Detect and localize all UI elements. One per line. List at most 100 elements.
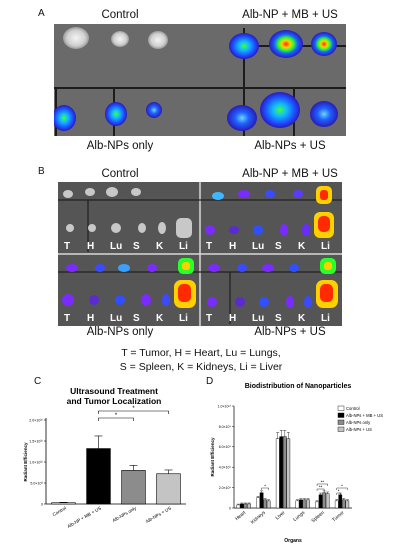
chart-d-bar xyxy=(263,499,267,509)
organ-letter: K xyxy=(156,241,164,252)
chart-d-title: Biodistribution of Nanoparticles xyxy=(245,383,352,390)
organ-letter: K xyxy=(156,313,164,324)
chart-d-bar xyxy=(282,436,287,509)
chart-c-y-tick-label: 5.0×10⁹ xyxy=(30,482,43,486)
organ-letter: S xyxy=(275,241,282,252)
chart-c-y-label: Radiant Efficiency xyxy=(23,442,28,482)
chart-d: Biodistribution of Nanoparticles 0 2.0×10⁹… xyxy=(210,383,383,544)
chart-c-title-line-1: Ultrasound Treatment xyxy=(70,386,158,396)
panel-b-letter: B xyxy=(38,166,45,177)
chart-d-bar xyxy=(259,492,264,509)
panel-b-key-line-2: S = Spleen, K = Kidneys, Li = Liver xyxy=(119,361,283,373)
chart-d-y-tick-label: 6.0×10⁹ xyxy=(219,445,232,449)
chart-d-bar xyxy=(299,499,303,509)
chart-d-bar xyxy=(318,494,323,509)
chart-d-bar xyxy=(236,504,241,509)
chart-d-x-label: Organs xyxy=(284,538,302,544)
chart-d-significance-bracket xyxy=(316,488,325,491)
chart-d-significance-bracket xyxy=(336,487,348,490)
panel-b-organ-image: T H Lu S K Li T H Lu S K Li T H Lu S K Li T H Lu S K Li xyxy=(58,182,342,326)
chart-c-x-tick-label: Alb-NPs only xyxy=(111,505,137,523)
chart-d-bar xyxy=(345,500,350,509)
chart-d-significance-bracket xyxy=(261,487,269,490)
panel-d-letter: D xyxy=(206,376,214,387)
chart-d-bar xyxy=(256,497,260,509)
panel-a-label-alb-nps-us: Alb-NPs + US xyxy=(254,140,326,152)
panel-b-label-alb-np-mb-us: Alb-NP + MB + US xyxy=(242,168,338,180)
chart-d-x-tick-label: Kidneys xyxy=(250,510,267,526)
chart-c-y-tick-label: 0 xyxy=(41,503,43,507)
chart-d-bar xyxy=(322,492,326,509)
chart-d-legend-swatch xyxy=(337,405,345,411)
chart-c-bar xyxy=(51,502,76,505)
chart-d-significance-bracket xyxy=(336,492,341,495)
panel-b-label-alb-nps-us: Alb-NPs + US xyxy=(254,326,326,338)
chart-c-significance-label: * xyxy=(115,413,118,419)
chart-d-significance-label: * xyxy=(264,483,266,488)
chart-c-y-tick-label: 1.5×10¹⁰ xyxy=(29,440,43,444)
chart-d-bar xyxy=(279,436,284,509)
chart-d-legend-swatch xyxy=(337,412,345,418)
organ-letter: T xyxy=(64,241,70,252)
chart-d-x-tick-label: Heart xyxy=(234,510,247,523)
chart-d-legend-label: Control xyxy=(346,406,360,411)
organ-letter: K xyxy=(298,241,306,252)
chart-c-bar xyxy=(156,473,181,505)
chart-d-legend-swatch xyxy=(337,426,345,432)
organ-letter: Lu xyxy=(252,241,264,252)
chart-c-significance-label: * xyxy=(132,406,135,412)
chart-d-legend-label: Alb-NPs + MB + US xyxy=(346,413,383,418)
chart-d-y-tick-label: 1.0×10¹⁰ xyxy=(218,404,232,408)
chart-c-x-tick-label: Control xyxy=(52,506,67,518)
chart-d-significance-label: ** xyxy=(321,479,325,484)
organ-letter: H xyxy=(229,313,236,324)
organ-letter: S xyxy=(133,313,140,324)
chart-d-bar xyxy=(302,499,307,509)
chart-d-bar xyxy=(275,438,280,509)
chart-d-x-tick-label: Tumor xyxy=(331,510,346,524)
chart-c-significance-bracket xyxy=(98,417,134,421)
panel-b-key-line-1: T = Tumor, H = Heart, Lu = Lungs, xyxy=(121,347,281,359)
organ-letter: Lu xyxy=(110,313,122,324)
chart-d-legend-label: Alb-NPs only xyxy=(346,420,371,425)
organ-letter: T xyxy=(206,313,212,324)
organ-letter: T xyxy=(64,313,70,324)
organ-letter: K xyxy=(298,313,306,324)
organ-letter: T xyxy=(206,241,212,252)
organ-letter: Lu xyxy=(110,241,122,252)
chart-c-title-line-2: and Tumor Localization xyxy=(67,396,162,406)
chart-d-bar xyxy=(341,499,346,509)
chart-d-significance-label: * xyxy=(341,483,343,488)
chart-d-y-tick-label: 2.0×10⁹ xyxy=(219,486,232,490)
chart-c-bar xyxy=(121,470,146,505)
chart-d-bar xyxy=(266,500,271,509)
chart-d-significance-bracket xyxy=(316,483,328,486)
chart-d-bar xyxy=(338,494,343,509)
chart-d-x-tick-label: Liver xyxy=(275,510,287,522)
chart-d-y-tick-label: 8.0×10⁹ xyxy=(219,425,232,429)
chart-d-legend-label: Alb-NPs + US xyxy=(346,427,372,432)
panel-b-label-alb-nps-only: Alb-NPs only xyxy=(86,326,154,338)
organ-letter: S xyxy=(275,313,282,324)
organ-letter: H xyxy=(87,241,94,252)
panel-c-letter: C xyxy=(34,376,42,387)
panel-a-label-control: Control xyxy=(101,9,139,21)
chart-c-significance-bracket xyxy=(98,410,169,414)
organ-letter: Li xyxy=(321,313,330,324)
organ-letter: Li xyxy=(179,313,188,324)
chart-d-bar xyxy=(286,438,291,509)
organ-letter: S xyxy=(133,241,140,252)
chart-d-bar xyxy=(295,500,300,509)
panel-a-fluorescence-image xyxy=(54,24,346,136)
chart-d-legend-swatch xyxy=(337,419,345,425)
panel-b-label-control: Control xyxy=(101,168,139,180)
panel-a-letter: A xyxy=(38,8,45,19)
organ-letter: Li xyxy=(321,241,330,252)
chart-d-y-tick-label: 0 xyxy=(229,506,231,510)
chart-d-bar xyxy=(243,503,248,509)
chart-d-x-tick-label: Lungs xyxy=(292,510,306,523)
chart-c-y-tick-label: 1.0×10¹⁰ xyxy=(29,461,43,465)
organ-letter: H xyxy=(87,313,94,324)
chart-c-bar xyxy=(86,448,111,505)
